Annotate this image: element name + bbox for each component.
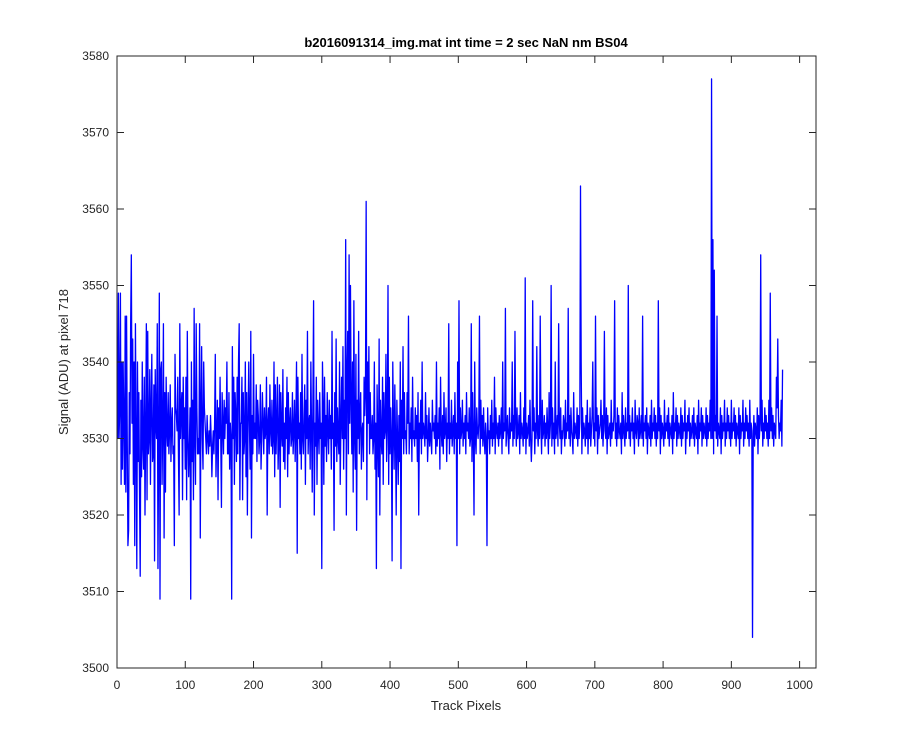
x-axis-label: Track Pixels — [431, 698, 502, 713]
x-tick-label: 0 — [114, 678, 121, 692]
y-tick-label: 3570 — [82, 126, 109, 140]
x-tick-label: 900 — [721, 678, 741, 692]
y-tick-label: 3540 — [82, 355, 109, 369]
data-layer — [117, 78, 784, 639]
y-axis-label: Signal (ADU) at pixel 718 — [56, 289, 71, 435]
x-tick-label: 300 — [312, 678, 332, 692]
y-tick-label: 3500 — [82, 661, 109, 675]
chart-title: b2016091314_img.mat int time = 2 sec NaN… — [304, 35, 628, 50]
x-axis-ticks: 0 100 200 300 400 500 600 700 800 900 1000 — [114, 56, 813, 692]
y-axis-ticks: 3500 3510 3520 3530 3540 3550 3560 3570 3580 — [82, 49, 816, 675]
y-tick-label: 3560 — [82, 202, 109, 216]
y-tick-label: 3580 — [82, 49, 109, 63]
x-tick-label: 800 — [653, 678, 673, 692]
x-tick-label: 200 — [244, 678, 264, 692]
x-tick-label: 700 — [585, 678, 605, 692]
series-line-0 — [117, 78, 784, 639]
x-tick-label: 400 — [380, 678, 400, 692]
plot-area — [117, 56, 816, 668]
x-tick-label: 1000 — [786, 678, 813, 692]
y-tick-label: 3520 — [82, 508, 109, 522]
y-tick-label: 3510 — [82, 585, 109, 599]
x-tick-label: 500 — [448, 678, 468, 692]
y-tick-label: 3550 — [82, 279, 109, 293]
x-tick-label: 600 — [517, 678, 537, 692]
y-tick-label: 3530 — [82, 432, 109, 446]
x-tick-label: 100 — [175, 678, 195, 692]
